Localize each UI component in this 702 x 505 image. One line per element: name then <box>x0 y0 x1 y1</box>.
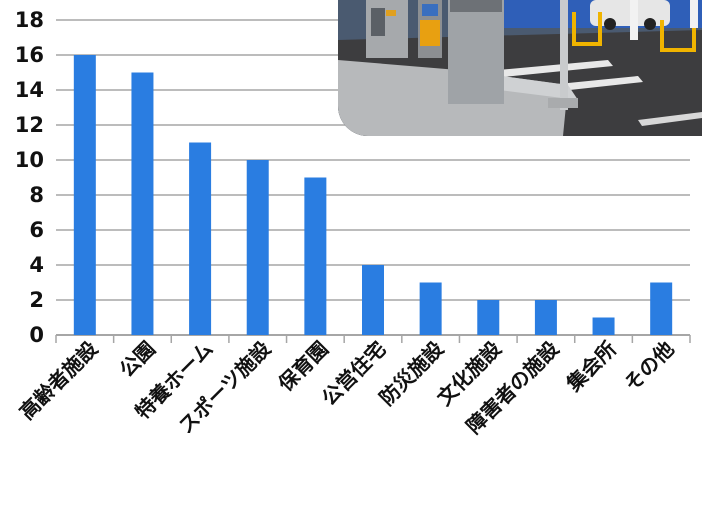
y-tick-label: 2 <box>29 288 44 312</box>
bar-7 <box>477 300 500 335</box>
y-tick-label: 4 <box>29 253 44 277</box>
y-tick-label: 6 <box>29 218 44 242</box>
bar-3 <box>246 160 269 335</box>
x-axis-category-labels: 高齢者施設 公園特養ホームスポーツ施設保育園公営住宅防災施設文化施設障害者の施設集… <box>15 336 679 439</box>
bars <box>73 55 673 335</box>
bar-5 <box>362 265 384 335</box>
y-tick-label: 8 <box>29 183 44 207</box>
category-label: 集会所 <box>561 337 621 397</box>
bar-2 <box>189 142 212 335</box>
bar-10 <box>650 282 673 335</box>
y-tick-label: 12 <box>15 113 44 137</box>
bar-0 <box>73 55 96 335</box>
bar-8 <box>534 300 557 335</box>
y-tick-label: 16 <box>15 43 44 67</box>
category-label: その他 <box>619 337 678 396</box>
bar-1 <box>131 72 154 335</box>
y-axis-tick-labels: 0 2 4 6 8 10 12 14 16 18 <box>15 8 44 347</box>
bar-9 <box>592 317 615 335</box>
bar-6 <box>419 282 442 335</box>
y-tick-label: 0 <box>29 323 44 347</box>
y-tick-label: 14 <box>15 78 44 102</box>
category-label: 公園 <box>115 337 160 382</box>
y-tick-label: 10 <box>15 148 44 172</box>
bar-4 <box>304 177 327 335</box>
y-tick-label: 18 <box>15 8 44 32</box>
parking-lot-photo <box>338 0 702 136</box>
category-label: 高齢者施設 <box>15 336 103 424</box>
